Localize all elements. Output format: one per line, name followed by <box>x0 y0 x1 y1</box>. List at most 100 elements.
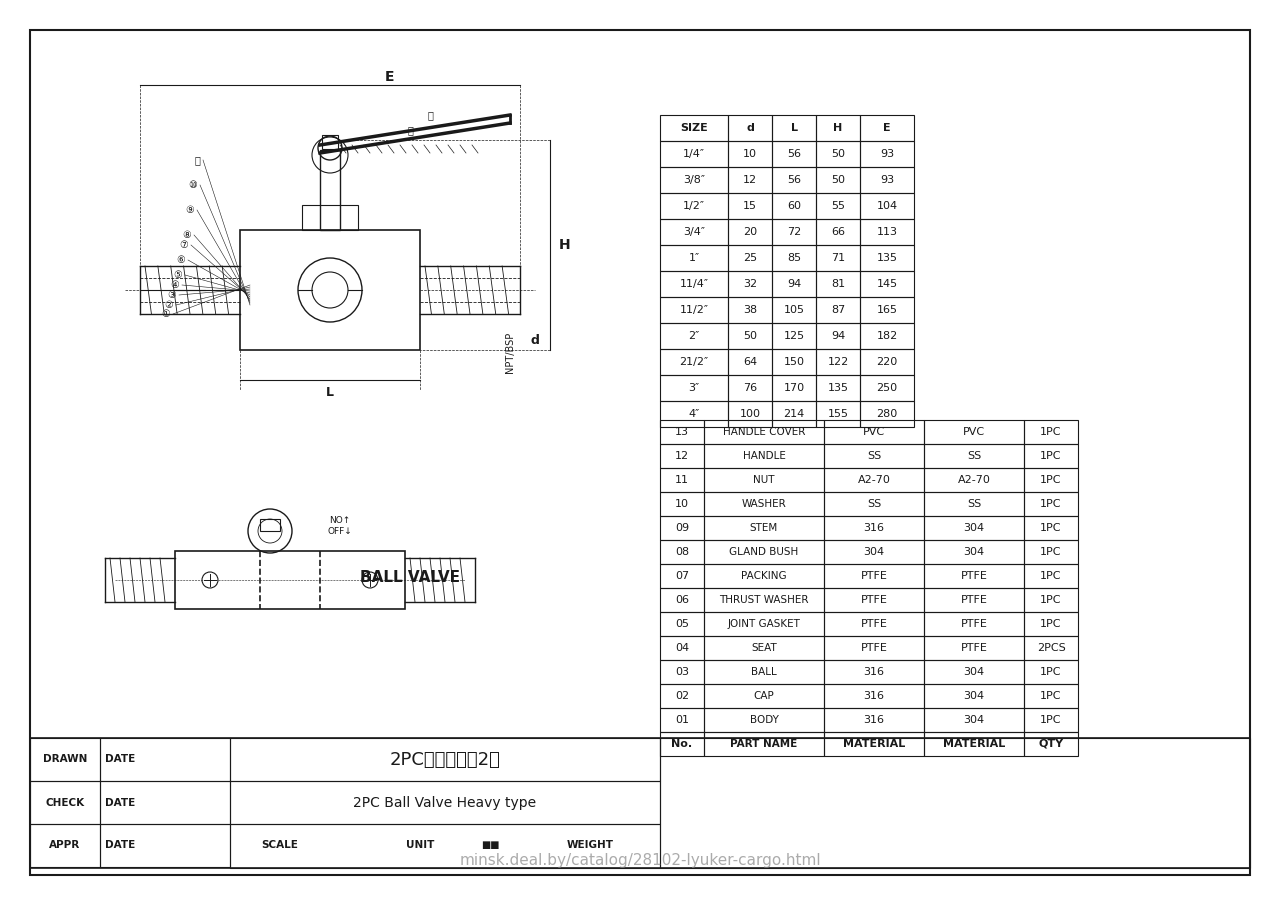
Text: 104: 104 <box>877 201 897 211</box>
Bar <box>1024 636 1078 660</box>
Bar <box>704 732 824 756</box>
Bar <box>1024 612 1078 636</box>
Text: No.: No. <box>672 739 692 749</box>
Text: 182: 182 <box>877 331 897 341</box>
Text: 3/4″: 3/4″ <box>684 227 705 237</box>
Text: 316: 316 <box>864 667 884 677</box>
Text: 94: 94 <box>831 331 845 341</box>
Bar <box>660 684 704 708</box>
Text: SEAT: SEAT <box>751 643 777 653</box>
Text: ⑤: ⑤ <box>173 270 182 280</box>
Text: WASHER: WASHER <box>741 499 786 509</box>
Text: 05: 05 <box>675 619 689 629</box>
Text: 145: 145 <box>877 279 897 289</box>
Bar <box>704 588 824 612</box>
Bar <box>772 245 817 271</box>
Bar <box>772 167 817 193</box>
Text: 1PC: 1PC <box>1041 571 1061 581</box>
Bar <box>824 468 924 492</box>
Text: 280: 280 <box>877 409 897 419</box>
Text: 122: 122 <box>827 357 849 367</box>
Bar <box>660 401 728 427</box>
Text: 06: 06 <box>675 595 689 605</box>
Text: 304: 304 <box>964 691 984 701</box>
Bar <box>660 660 704 684</box>
Bar <box>860 271 914 297</box>
Text: PVC: PVC <box>863 427 884 437</box>
Bar <box>1024 684 1078 708</box>
Bar <box>704 684 824 708</box>
Text: ⑬: ⑬ <box>428 110 433 120</box>
Text: 71: 71 <box>831 253 845 263</box>
Text: 304: 304 <box>964 523 984 533</box>
Bar <box>1024 540 1078 564</box>
Text: SS: SS <box>867 451 881 461</box>
Text: ⑫: ⑫ <box>407 125 413 135</box>
Bar <box>728 271 772 297</box>
Text: BALL VALVE: BALL VALVE <box>360 570 460 586</box>
Bar <box>824 612 924 636</box>
Text: NPT/BSP: NPT/BSP <box>506 331 515 373</box>
Bar <box>660 167 728 193</box>
Bar <box>824 564 924 588</box>
Bar <box>772 115 817 141</box>
Bar <box>660 540 704 564</box>
Bar <box>660 492 704 516</box>
Text: PVC: PVC <box>963 427 986 437</box>
Bar <box>860 375 914 401</box>
Bar <box>824 420 924 444</box>
Bar <box>924 564 1024 588</box>
Text: 1PC: 1PC <box>1041 499 1061 509</box>
Text: 1/2″: 1/2″ <box>684 201 705 211</box>
Text: 135: 135 <box>877 253 897 263</box>
Bar <box>320 150 340 230</box>
Bar <box>728 323 772 349</box>
Bar <box>817 115 860 141</box>
Text: 94: 94 <box>787 279 801 289</box>
Text: 85: 85 <box>787 253 801 263</box>
Text: 20: 20 <box>742 227 756 237</box>
Text: 07: 07 <box>675 571 689 581</box>
Bar <box>100 738 230 781</box>
Text: d: d <box>531 334 539 347</box>
Bar <box>728 245 772 271</box>
Bar <box>824 660 924 684</box>
Text: ⑧: ⑧ <box>182 230 191 240</box>
Text: 38: 38 <box>742 305 756 315</box>
Bar <box>660 271 728 297</box>
Text: HANDLE COVER: HANDLE COVER <box>723 427 805 437</box>
Bar <box>660 708 704 732</box>
Text: PTFE: PTFE <box>960 595 987 605</box>
Bar <box>241 230 420 350</box>
Text: ①: ① <box>161 309 170 319</box>
Text: 1/4″: 1/4″ <box>684 149 705 159</box>
Bar <box>824 732 924 756</box>
Text: 25: 25 <box>742 253 756 263</box>
Text: E: E <box>385 70 394 84</box>
Text: 304: 304 <box>964 715 984 725</box>
Text: 56: 56 <box>787 175 801 185</box>
Bar <box>824 492 924 516</box>
Bar <box>704 660 824 684</box>
Text: d: d <box>746 123 754 133</box>
Bar <box>100 781 230 824</box>
Text: 2PC Ball Valve Heavy type: 2PC Ball Valve Heavy type <box>353 795 536 809</box>
Bar <box>924 420 1024 444</box>
Text: 93: 93 <box>879 175 893 185</box>
Text: H: H <box>559 238 571 252</box>
Text: 3″: 3″ <box>689 383 700 393</box>
Bar <box>660 588 704 612</box>
Text: ⑦: ⑦ <box>179 240 188 250</box>
Bar <box>924 444 1024 468</box>
Bar <box>772 193 817 219</box>
Text: 316: 316 <box>864 523 884 533</box>
Text: DATE: DATE <box>105 841 136 851</box>
Bar <box>860 323 914 349</box>
Text: 304: 304 <box>964 667 984 677</box>
Text: WEIGHT: WEIGHT <box>567 840 613 850</box>
Bar <box>660 193 728 219</box>
Text: CAP: CAP <box>754 691 774 701</box>
Text: UNIT: UNIT <box>406 840 434 850</box>
Text: SS: SS <box>867 499 881 509</box>
Bar <box>704 492 824 516</box>
